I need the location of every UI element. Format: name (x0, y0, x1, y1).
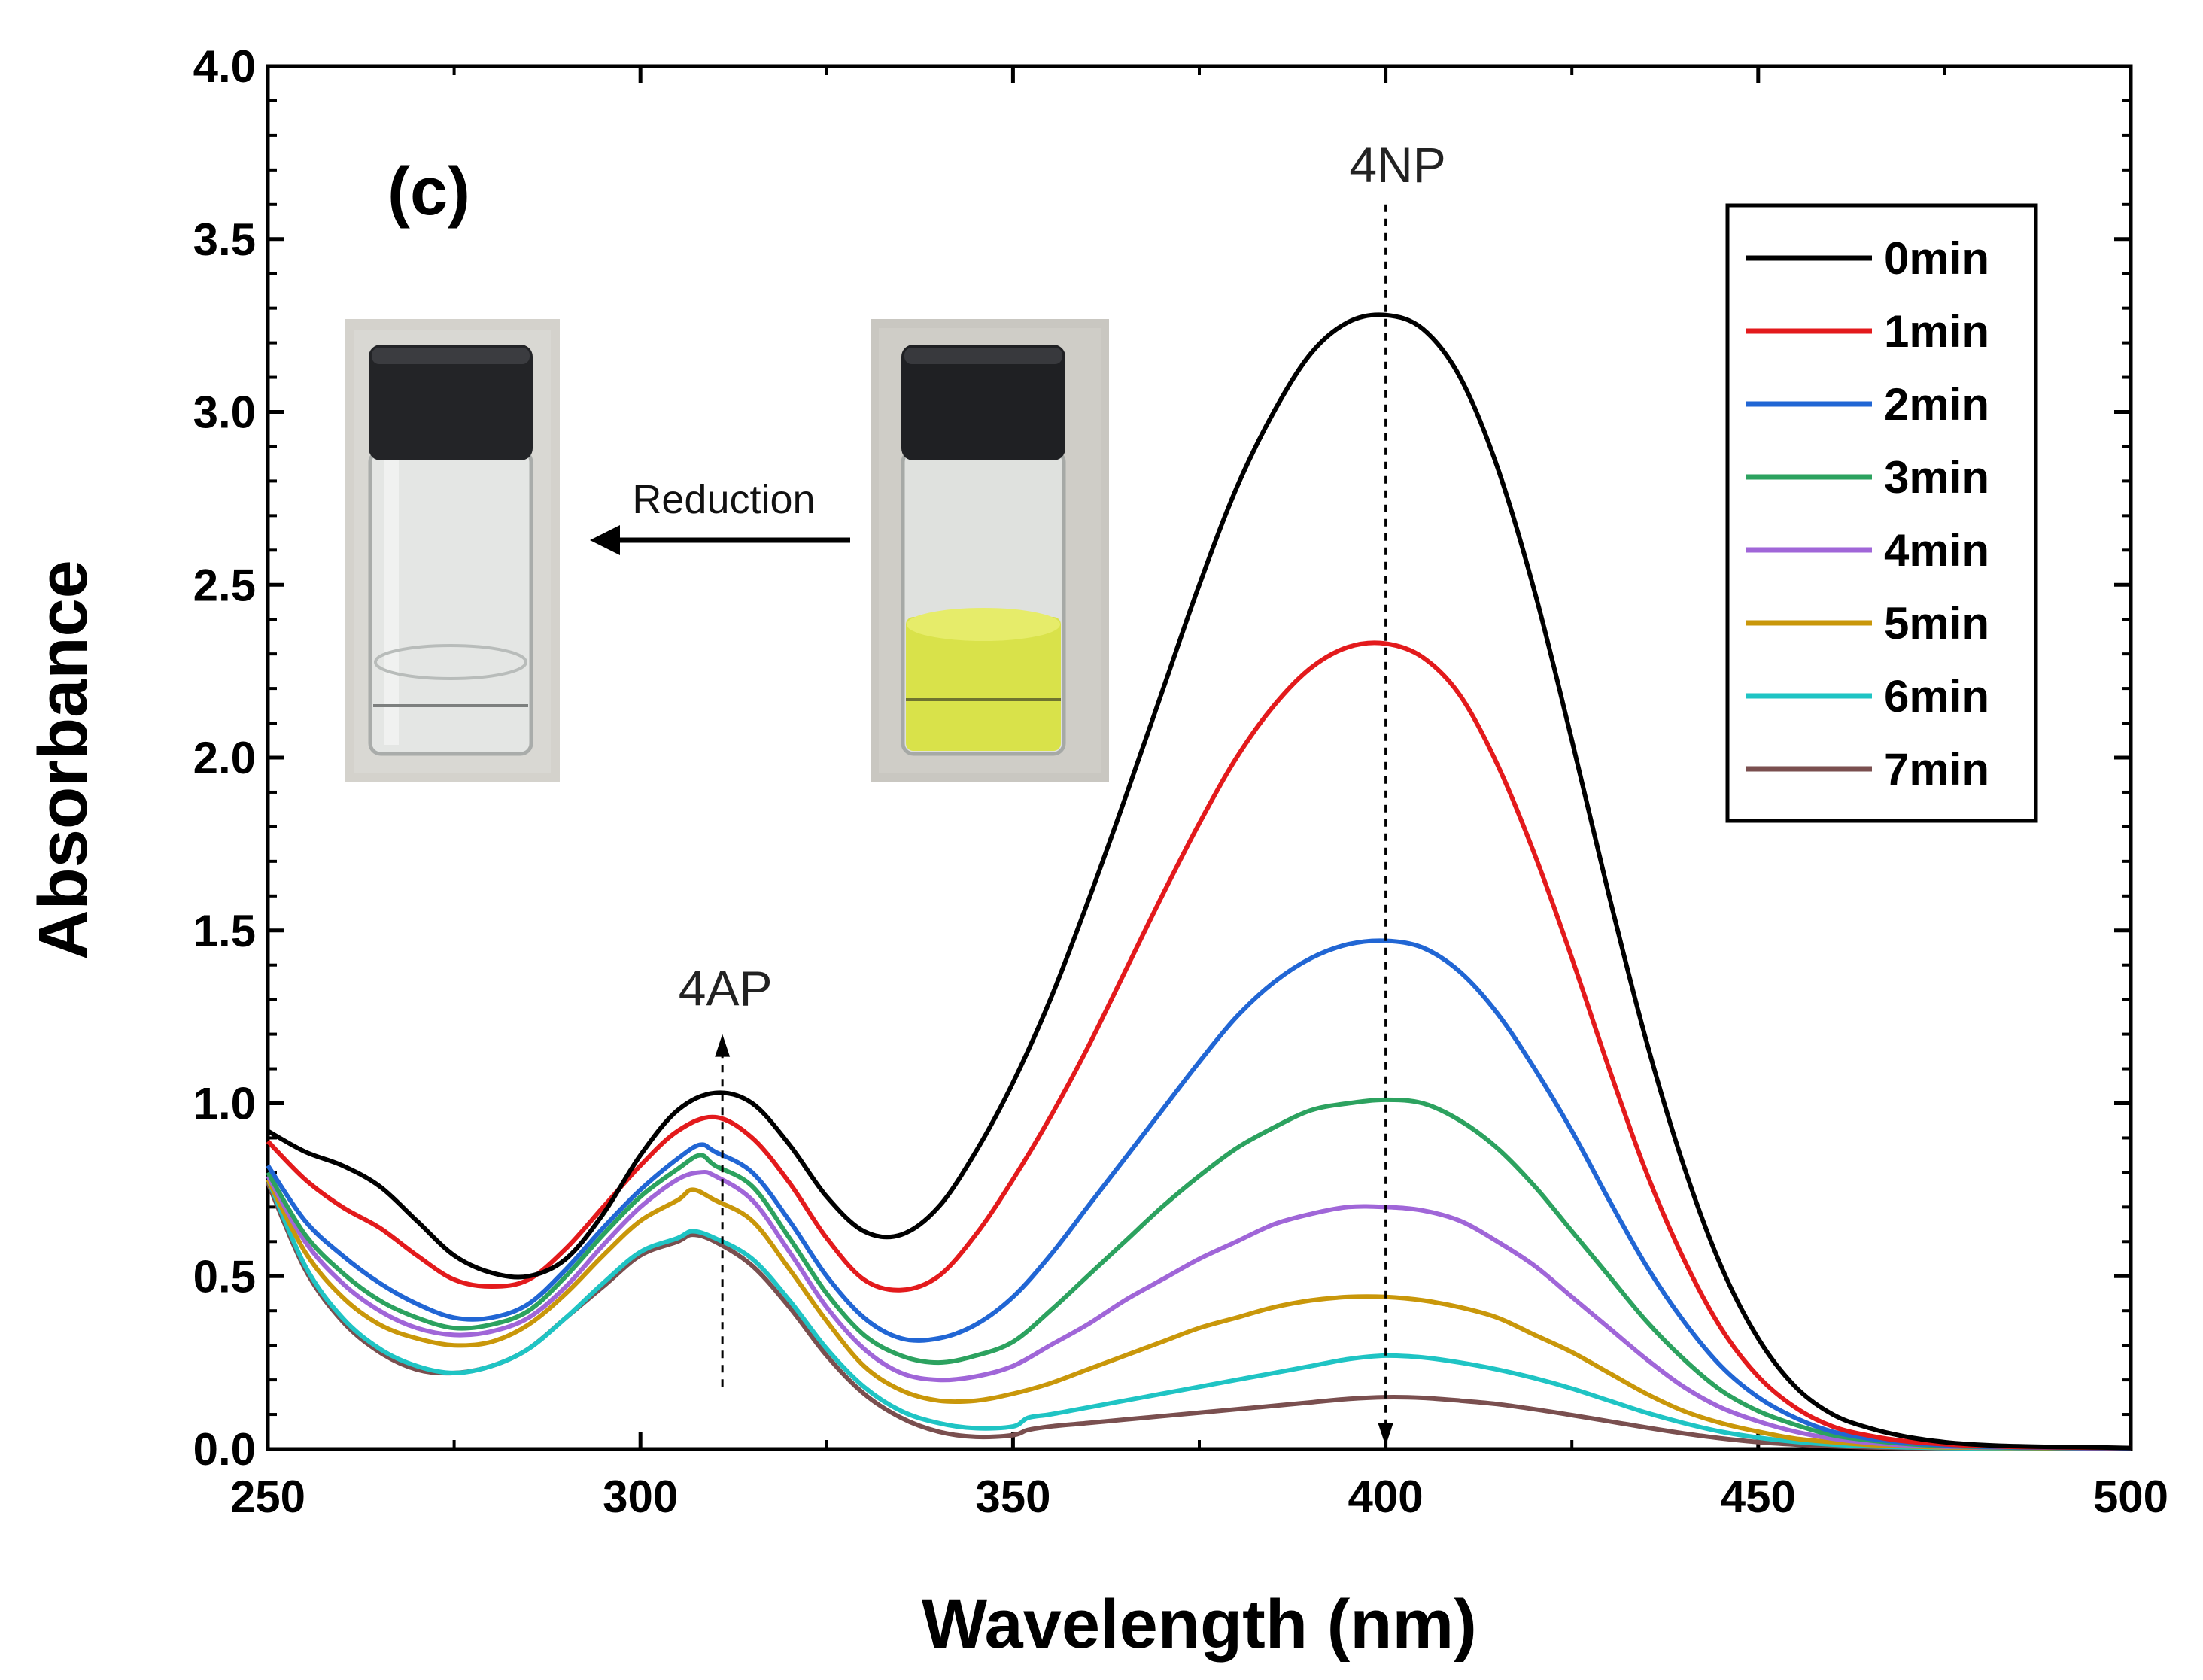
legend-box (1725, 203, 2038, 823)
series-line-6min (266, 1178, 2131, 1451)
x-tick-label: 450 (1721, 1472, 1796, 1522)
legend-label-5min: 5min (1884, 598, 1989, 649)
legend-label-2min: 2min (1884, 379, 1989, 430)
series-line-3min (266, 1097, 2132, 1451)
vial-photo-yellow (871, 319, 1109, 782)
y-axis-ticks: 0.0 0.5 1.0 1.5 2.0 2.5 3.0 3.5 4.0 (193, 41, 2131, 1475)
y-tick-label: 2.5 (193, 560, 256, 610)
y-axis-title: Absorbance (25, 560, 102, 960)
series-group (266, 312, 2132, 1451)
x-axis-title: Wavelength (nm) (922, 1586, 1477, 1663)
x-tick-label: 250 (230, 1472, 305, 1522)
y-tick-label: 0.0 (193, 1424, 256, 1475)
x-tick-label: 400 (1348, 1472, 1424, 1522)
legend-label-6min: 6min (1884, 671, 1989, 722)
x-tick-label: 350 (975, 1472, 1050, 1522)
vial-photo-clear (345, 319, 560, 782)
4ap-arrowhead (715, 1034, 731, 1057)
panel-label: (c) (387, 154, 470, 229)
legend: 0min 1min 2min 3min 4min 5min 6min 7min (1725, 203, 2038, 823)
legend-label-4min: 4min (1884, 525, 1989, 576)
legend-label-0min: 0min (1884, 233, 1989, 284)
annotations: 4NP 4AP (679, 137, 1446, 1446)
legend-label-1min: 1min (1884, 306, 1989, 357)
series-line-1min (266, 640, 2132, 1451)
4np-arrowhead (1378, 1423, 1393, 1446)
legend-label-3min: 3min (1884, 452, 1989, 503)
y-tick-label: 3.0 (193, 387, 256, 438)
y-tick-label: 2.0 (193, 733, 256, 783)
legend-label-7min: 7min (1884, 744, 1989, 794)
4ap-label: 4AP (679, 961, 773, 1016)
series-line-2min (266, 938, 2132, 1451)
y-tick-label: 0.5 (193, 1251, 256, 1302)
series-line-5min (266, 1178, 2132, 1451)
y-tick-label: 1.0 (193, 1079, 256, 1129)
reduction-arrowhead (590, 525, 620, 555)
x-tick-label: 300 (603, 1472, 678, 1522)
series-line-0min (266, 312, 2132, 1451)
y-tick-label: 3.5 (193, 214, 256, 265)
x-tick-label: 500 (2093, 1472, 2168, 1522)
y-tick-label: 4.0 (193, 41, 256, 92)
inset-photos: Reduction (345, 319, 1109, 782)
y-tick-label: 1.5 (193, 906, 256, 956)
series-line-7min (266, 1182, 2131, 1451)
reduction-label: Reduction (632, 477, 815, 522)
series-line-4min (266, 1169, 2132, 1451)
4np-label: 4NP (1349, 137, 1445, 193)
